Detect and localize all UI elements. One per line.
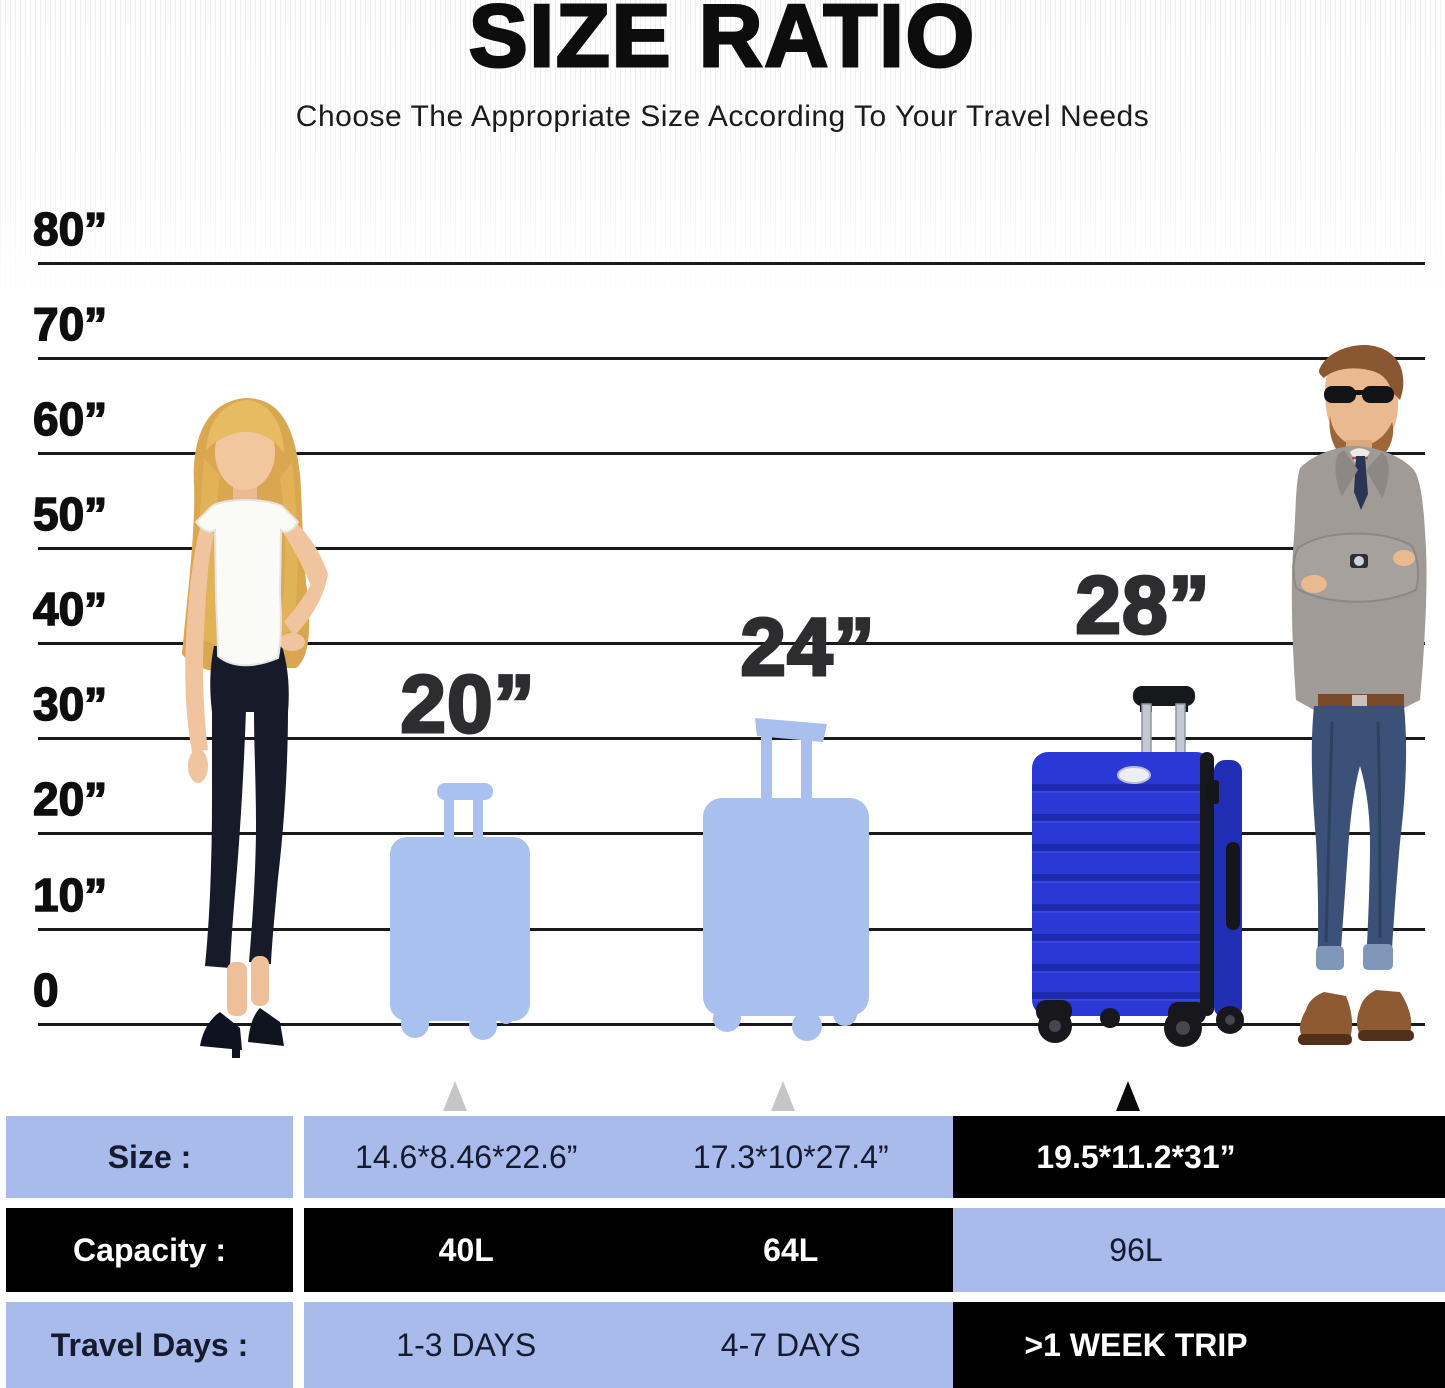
row-capacity-label: Capacity : [6,1208,293,1292]
suitcase-20-silhouette [390,783,530,1040]
marker-triangle-24-icon [771,1081,795,1111]
ruler-tick-70: 70” [32,298,108,350]
ruler-line-50 [38,547,1425,550]
marker-triangle-20-icon [443,1081,467,1111]
woman-figure [182,398,328,1058]
suitcase-24-silhouette [703,718,869,1041]
ruler-tick-40: 40” [32,583,108,635]
capacity-value-24: 64L [763,1231,819,1268]
suitcase-28-image [1032,686,1244,1047]
ruler-line-70 [38,357,1425,360]
ruler-line-60 [38,452,1425,455]
ruler-tick-60: 60” [32,393,108,445]
row-size-label: Size : [6,1116,293,1198]
travel-days-value-20: 1-3 DAYS [396,1326,537,1363]
page-subtitle: Choose The Appropriate Size According To… [295,100,1150,133]
page-title: SIZE RATIO [467,0,977,85]
capacity-value-28: 96L [953,1208,1445,1292]
ruler-tick-10: 10” [32,869,108,921]
ruler-line-80 [38,262,1425,265]
ruler-tick-80: 80” [32,203,108,255]
row-travel-days-values: 1-3 DAYS 4-7 DAYS [304,1302,953,1388]
ruler-line-40 [38,642,1425,645]
ruler-tick-0: 0 [32,964,59,1016]
ruler-tick-50: 50” [32,488,108,540]
capacity-value-20: 40L [438,1231,494,1268]
size-label-20: 20” [399,659,536,750]
man-figure [1291,344,1427,1045]
row-size-values: 14.6*8.46*22.6” 17.3*10*27.4” [304,1116,953,1198]
size-value-24: 17.3*10*27.4” [692,1138,889,1175]
marker-triangle-28-icon [1116,1081,1140,1111]
pinstripe-texture [0,0,1445,330]
ruler-line-30 [38,737,1425,740]
travel-days-value-28: >1 WEEK TRIP [953,1302,1445,1388]
size-label-28: 28” [1074,560,1211,651]
size-value-28: 19.5*11.2*31” [953,1116,1445,1198]
size-label-24: 24” [739,602,876,693]
travel-days-value-24: 4-7 DAYS [720,1326,861,1363]
row-capacity-values: 40L 64L [304,1208,953,1292]
ruler-tick-30: 30” [32,678,108,730]
row-travel-days-label: Travel Days : [6,1302,293,1388]
size-value-20: 14.6*8.46*22.6” [355,1138,578,1175]
ruler-tick-20: 20” [32,773,108,825]
